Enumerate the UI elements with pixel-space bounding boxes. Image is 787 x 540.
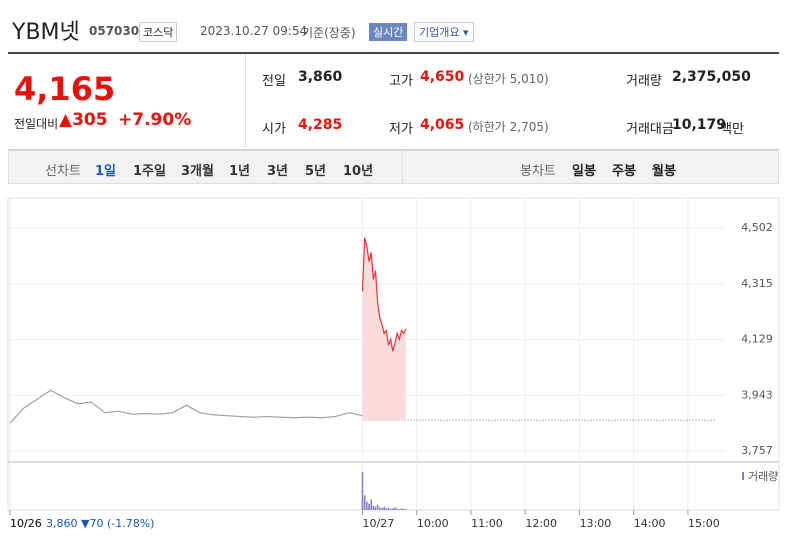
volume-bar (376, 504, 379, 510)
x-tick-label: 14:00 (634, 517, 666, 530)
tab[interactable]: 10년 (343, 164, 374, 179)
stat-value: 2,375,050 (672, 69, 751, 85)
x-tick-label: 10:00 (417, 517, 449, 530)
stat-label: 거래량 (626, 74, 662, 89)
footer-prev: 3,860 ▼70 (-1.78%) (46, 517, 155, 530)
volume-bar (385, 508, 388, 510)
tab[interactable]: 1일 (95, 164, 117, 179)
x-tick-label: 13:00 (580, 517, 612, 530)
tab[interactable]: 월봉 (652, 164, 676, 179)
y-tick-label: 4,315 (741, 277, 773, 290)
volume-bar (372, 505, 375, 510)
change-pct: +7.90% (118, 110, 192, 130)
prev-change: 70 (-1.78%) (89, 517, 155, 530)
y-tick-label: 3,943 (741, 388, 773, 401)
tab[interactable]: 5년 (305, 164, 327, 179)
volume-bar (383, 506, 385, 510)
volume-bar (366, 501, 368, 510)
market-badge: 코스닥 (139, 22, 178, 42)
volume-bar (361, 472, 364, 510)
quote-panel (8, 52, 779, 150)
x-tick-label: 15:00 (688, 517, 720, 530)
stat-value: 3,860 (298, 69, 343, 85)
y-tick-label: 4,502 (741, 221, 773, 234)
stat-value: 10,179 (672, 117, 727, 133)
stat-label: 전일 (262, 74, 286, 89)
x-tick-label: 10/27 (363, 517, 395, 530)
volume-bar (368, 503, 370, 510)
tab[interactable]: 일봉 (572, 164, 596, 179)
tab[interactable]: 1년 (229, 164, 251, 179)
tab-label: 봉차트 (520, 164, 556, 179)
tab-label: 선차트 (45, 164, 81, 179)
legend-swatch (742, 472, 744, 480)
stat-note: (하한가 2,705) (468, 120, 549, 134)
tab[interactable]: 주봉 (612, 164, 636, 179)
tab[interactable]: 3개월 (181, 164, 214, 179)
y-tick-label: 4,129 (741, 333, 773, 346)
area (362, 237, 406, 421)
company-info-button[interactable]: 기업개요 ▾ (414, 22, 474, 42)
divider (245, 54, 246, 147)
prev-close: 3,860 (46, 517, 78, 530)
volume-bar (389, 508, 392, 510)
label: 기업개요 (419, 26, 460, 39)
datetime: 2023.10.27 09:54 (200, 24, 308, 38)
stat-unit: 백만 (720, 122, 744, 137)
x-tick-label: 11:00 (471, 517, 503, 530)
basis: 기준(장중) (302, 26, 356, 40)
x-tick-label: 10/26 (10, 517, 42, 530)
volume-bar (400, 508, 403, 510)
change-label: 전일대비 (14, 117, 59, 131)
tab[interactable]: 1주일 (133, 164, 166, 179)
change-value: 305 (72, 110, 108, 130)
volume-bar (394, 507, 396, 510)
divider (402, 151, 403, 183)
price-line (9, 389, 363, 424)
tab-bar (8, 150, 779, 184)
volume-bar (381, 507, 383, 510)
stat-label: 고가 (389, 74, 413, 89)
stat-label: 시가 (262, 122, 286, 137)
volume-bar (363, 495, 366, 510)
stat-label: 저가 (389, 122, 413, 137)
stat-note: (상한가 5,010) (468, 72, 549, 86)
legend-label: 거래량 (748, 470, 778, 483)
volume-bar (392, 508, 394, 510)
volume-bar (396, 508, 399, 510)
tab[interactable]: 3년 (267, 164, 289, 179)
price-line (361, 237, 407, 352)
volume-bar (387, 507, 390, 510)
stock-name: YBM넷 (12, 20, 80, 45)
volume-bar (402, 508, 405, 510)
stat-value: 4,285 (298, 117, 343, 133)
stat-value: 4,650 (420, 69, 465, 85)
y-tick-label: 3,757 (741, 444, 773, 457)
stock-code: 057030 (89, 24, 140, 38)
volume-bar (374, 506, 377, 510)
volume-bar (370, 499, 372, 510)
x-tick-label: 12:00 (525, 517, 557, 530)
change: ▲305 (59, 110, 108, 130)
volume-bar (405, 509, 407, 510)
footer-date: 10/26 (10, 517, 42, 530)
volume-bar (398, 509, 401, 510)
stat-label: 거래대금 (626, 122, 674, 137)
stat-value: 4,065 (420, 117, 465, 133)
realtime-badge[interactable]: 실시간 (369, 23, 408, 41)
volume-bar (379, 507, 381, 510)
price: 4,165 (14, 70, 116, 108)
